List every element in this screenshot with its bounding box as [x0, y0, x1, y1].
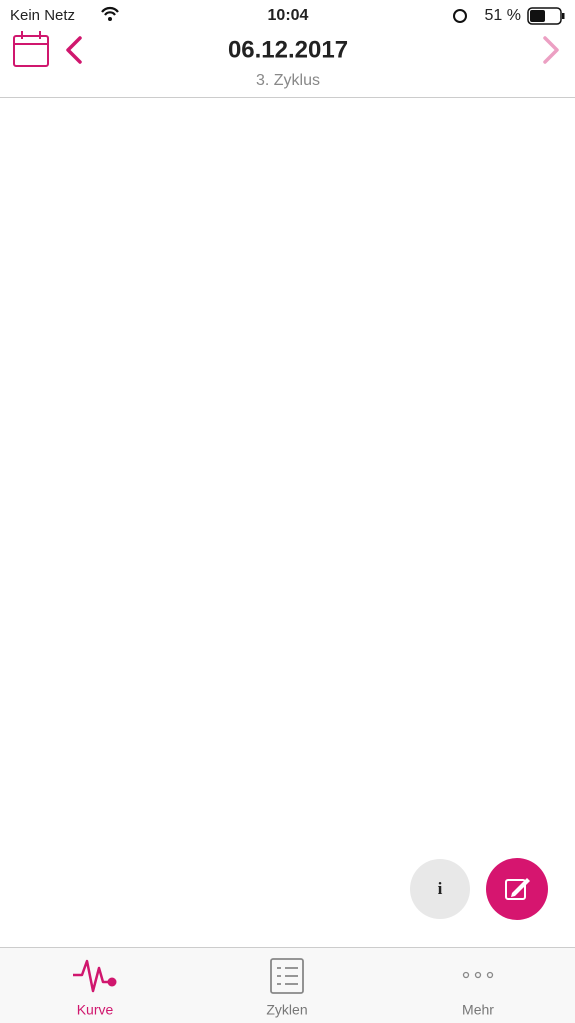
info-button-circle[interactable] — [410, 859, 470, 919]
kurve-icon[interactable] — [73, 959, 108, 993]
zyklen-icon-lines — [277, 967, 298, 985]
battery-tip — [562, 13, 565, 19]
mehr-icon[interactable] — [486, 971, 494, 979]
mehr-icon[interactable] — [474, 971, 482, 979]
tab-mehr[interactable]: Mehr — [462, 1002, 494, 1018]
tab-kurve[interactable]: Kurve — [77, 1002, 114, 1018]
wifi-dot — [108, 17, 112, 21]
calendar-icon[interactable] — [13, 35, 49, 67]
edit-button[interactable] — [486, 858, 548, 920]
tab-zyklen[interactable]: Zyklen — [266, 1002, 307, 1018]
info-button[interactable]: i — [410, 859, 470, 919]
calendar-button[interactable] — [13, 31, 49, 67]
battery-level: 51 % — [485, 7, 521, 24]
carrier: Kein Netz — [10, 7, 75, 24]
battery-fill — [530, 10, 545, 22]
zyklen-icon[interactable] — [270, 958, 304, 994]
cycle-date: 06.12.2017 — [228, 36, 348, 63]
wifi-icon — [101, 6, 119, 16]
previous-button[interactable] — [66, 36, 82, 64]
mehr-icon[interactable] — [462, 971, 470, 979]
info-button-label[interactable]: i — [438, 879, 443, 898]
next-button[interactable] — [543, 36, 559, 64]
edit-icon — [505, 879, 526, 900]
clock: 10:04 — [268, 7, 309, 24]
lock-icon — [453, 9, 467, 23]
cycle-number: 3. Zyklus — [256, 72, 320, 89]
kurve-icon-dot — [107, 977, 117, 987]
battery — [527, 7, 562, 25]
edit-pencil — [511, 878, 530, 897]
